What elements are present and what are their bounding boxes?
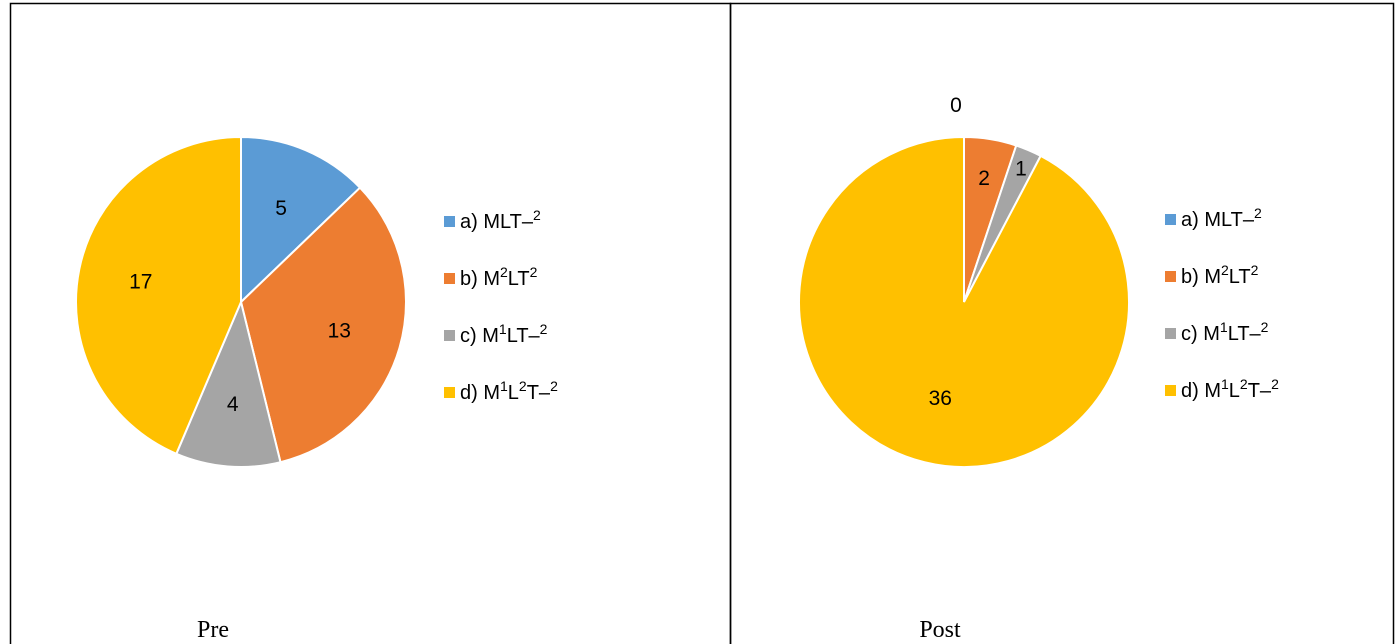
pie-chart-pre: 5 13 4 17 — [75, 135, 407, 468]
pie-chart-post: 0 2 1 36 — [798, 94, 1130, 468]
legend-label-d: d) M1L2T–2 — [1181, 376, 1279, 402]
legend-swatch-c — [1165, 328, 1176, 339]
legend-item-a: a) MLT–2 — [1165, 205, 1262, 231]
legend-item-c: c) M1LT–2 — [1165, 319, 1269, 345]
legend-item-a: a) MLT–2 — [444, 207, 541, 233]
legend-item-c: c) M1LT–2 — [444, 321, 548, 347]
pie-slice-b — [239, 186, 407, 464]
legend-swatch-d — [1165, 385, 1176, 396]
legend-swatch-a — [444, 216, 455, 227]
data-label-c: 4 — [227, 393, 239, 416]
pie-slice-a — [240, 135, 362, 305]
data-label-d: 36 — [929, 387, 952, 410]
legend-item-d: d) M1L2T–2 — [444, 378, 558, 404]
legend-item-b: b) M2LT2 — [1165, 262, 1259, 288]
legend-label-b: b) M2LT2 — [1181, 262, 1259, 288]
legend-post: a) MLT–2 b) M2LT2 c) M1LT–2 d) M1L2T–2 — [1165, 205, 1279, 402]
data-label-c: 1 — [1015, 157, 1027, 180]
legend-item-b: b) M2LT2 — [444, 264, 538, 290]
legend-swatch-c — [444, 330, 455, 341]
legend-swatch-b — [444, 273, 455, 284]
data-label-b: 13 — [328, 319, 351, 342]
data-label-a: 0 — [950, 94, 962, 117]
legend-pre: a) MLT–2 b) M2LT2 c) M1LT–2 d) M1L2T–2 — [444, 207, 558, 404]
pie-slice-d — [75, 135, 242, 456]
legend-label-b: b) M2LT2 — [460, 264, 538, 290]
caption-post: Post — [919, 617, 961, 643]
legend-label-c: c) M1LT–2 — [1181, 319, 1269, 345]
pie-slice-d — [798, 135, 1130, 468]
caption-pre: Pre — [197, 617, 229, 643]
legend-label-a: a) MLT–2 — [460, 207, 541, 233]
data-label-b: 2 — [978, 167, 990, 190]
legend-label-a: a) MLT–2 — [1181, 205, 1262, 231]
legend-label-c: c) M1LT–2 — [460, 321, 548, 347]
legend-item-d: d) M1L2T–2 — [1165, 376, 1279, 402]
legend-label-d: d) M1L2T–2 — [460, 378, 558, 404]
data-label-a: 5 — [275, 197, 287, 220]
panel-post-border — [729, 2, 1395, 644]
legend-swatch-d — [444, 387, 455, 398]
legend-swatch-a — [1165, 214, 1176, 225]
legend-swatch-b — [1165, 271, 1176, 282]
pie-slice-c — [175, 298, 282, 468]
data-label-d: 17 — [129, 271, 152, 294]
